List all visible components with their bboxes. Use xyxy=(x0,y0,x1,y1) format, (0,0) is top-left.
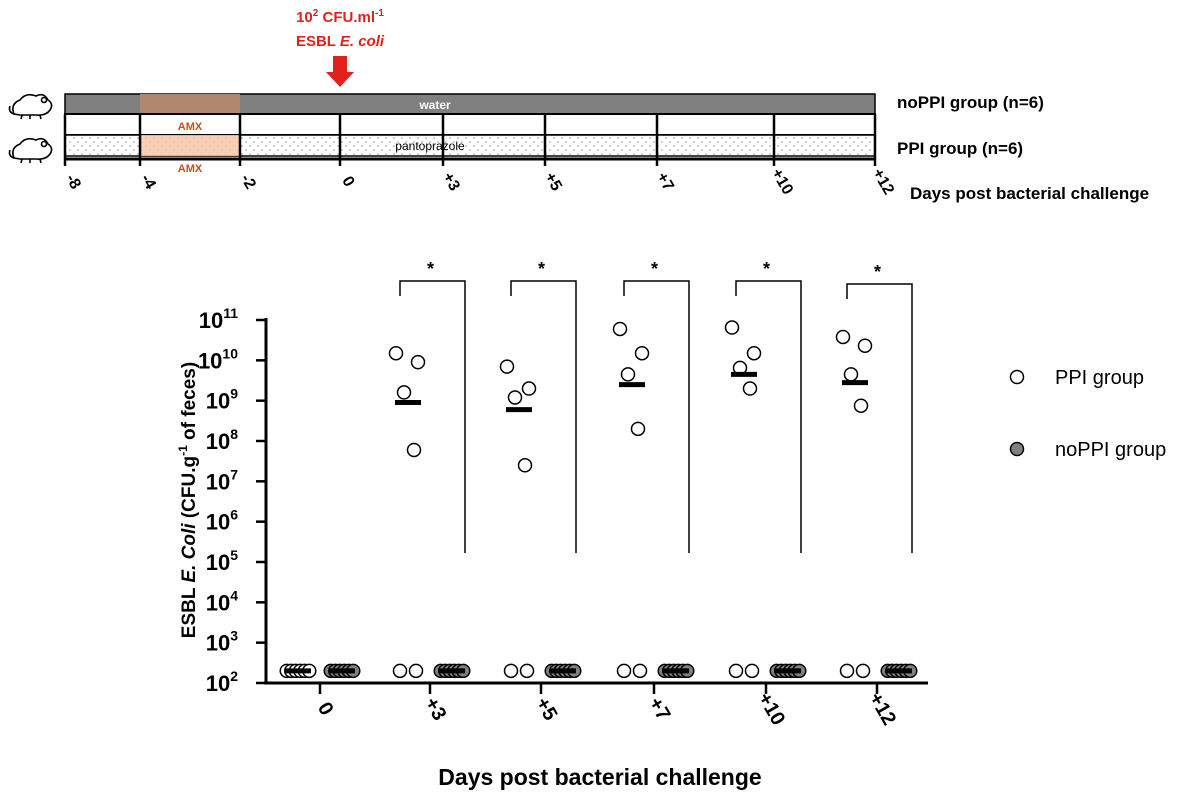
data-point xyxy=(632,663,648,679)
data-point xyxy=(519,663,535,679)
y-tick-label: 108 xyxy=(206,426,238,454)
x-tick-label: +10 xyxy=(753,689,789,729)
data-point xyxy=(742,381,758,396)
data-point xyxy=(612,321,628,337)
data-point xyxy=(835,329,851,345)
water-label: water xyxy=(418,98,451,112)
data-point xyxy=(408,663,424,679)
data-point xyxy=(499,359,515,374)
data-point xyxy=(634,345,650,361)
data-point xyxy=(620,367,636,382)
data-point xyxy=(728,663,744,679)
data-points xyxy=(279,320,918,679)
significance-brackets: * * * * * xyxy=(399,259,913,553)
timeline-tick-label: +3 xyxy=(439,170,463,194)
y-tick-label: 107 xyxy=(206,466,238,494)
x-axis-title: Days post bacterial challenge xyxy=(438,764,761,790)
timeline-tick-label: +12 xyxy=(869,166,897,198)
significance-star: * xyxy=(874,262,881,282)
x-ticks: 0 +3 +5 +7 +10 +12 xyxy=(313,683,900,729)
data-point xyxy=(855,663,871,679)
mouse-icon xyxy=(8,93,53,120)
challenge-strain-label: ESBL E. coli xyxy=(296,33,385,50)
timeline-axis-title: Days post bacterial challenge xyxy=(910,184,1149,203)
significance-star: * xyxy=(763,259,770,279)
significance-bracket xyxy=(399,280,466,553)
timeline-tick-label: +10 xyxy=(768,166,796,198)
data-point xyxy=(746,345,762,361)
y-tick-label: 106 xyxy=(206,507,238,535)
y-tick-label: 105 xyxy=(206,547,238,575)
data-point xyxy=(392,663,408,679)
timeline-tick-label: +5 xyxy=(541,170,565,194)
significance-star: * xyxy=(427,259,434,279)
significance-bracket xyxy=(510,280,577,553)
legend: PPI group noPPI group xyxy=(1009,367,1166,461)
data-point xyxy=(616,663,632,679)
noppi-group-label: noPPI group (n=6) xyxy=(897,93,1044,112)
data-point xyxy=(843,367,859,382)
significance-bracket xyxy=(735,280,802,553)
x-tick-label: 0 xyxy=(313,699,338,720)
significance-bracket xyxy=(846,283,913,553)
data-point xyxy=(507,390,523,405)
data-point xyxy=(388,345,404,361)
data-point xyxy=(857,338,873,353)
data-point xyxy=(744,663,760,679)
y-tick-label: 102 xyxy=(206,668,238,696)
x-tick-label: +5 xyxy=(531,694,561,725)
legend-noppi-label: noPPI group xyxy=(1055,439,1166,461)
data-point xyxy=(724,320,740,335)
amx-label-bottom: AMX xyxy=(178,163,203,175)
mouse-icon xyxy=(8,137,53,164)
significance-star: * xyxy=(538,259,545,279)
timeline-tick-label: +7 xyxy=(653,170,677,194)
y-tick-label: 104 xyxy=(206,587,238,615)
data-point xyxy=(839,663,855,679)
significance-star: * xyxy=(651,259,658,279)
legend-ppi-label: PPI group xyxy=(1055,367,1144,389)
amx-block-top xyxy=(140,94,240,114)
y-tick-label: 1010 xyxy=(198,345,238,373)
chart: 102 103 104 105 106 107 108 109 1010 1011 0 +3 +5 +7… xyxy=(176,259,928,790)
data-point xyxy=(396,385,412,400)
data-point xyxy=(517,458,533,473)
pantoprazole-label: pantoprazole xyxy=(395,139,465,153)
data-point xyxy=(630,421,646,437)
timeline-tick-label: -4 xyxy=(137,171,159,192)
timeline-tick-label: 0 xyxy=(338,174,357,190)
legend-noppi-marker xyxy=(1009,441,1025,457)
data-point xyxy=(853,398,869,413)
x-tick-label: +12 xyxy=(864,689,900,729)
ppi-group-label: PPI group (n=6) xyxy=(897,139,1023,158)
amx-block-bottom xyxy=(140,135,240,156)
data-point xyxy=(503,663,519,679)
x-tick-label: +3 xyxy=(420,694,450,725)
y-ticks: 102 103 104 105 106 107 108 109 1010 1011 xyxy=(198,305,266,696)
legend-ppi-marker xyxy=(1009,369,1025,385)
y-tick-label: 103 xyxy=(206,628,238,656)
y-tick-label: 1011 xyxy=(199,305,238,333)
amx-label-top: AMX xyxy=(178,121,203,133)
data-point xyxy=(406,442,422,458)
challenge-arrow-icon xyxy=(326,56,354,87)
data-point xyxy=(410,354,426,370)
y-tick-label: 109 xyxy=(206,386,238,414)
data-point xyxy=(521,381,537,396)
x-tick-label: +7 xyxy=(644,694,674,725)
significance-bracket xyxy=(623,280,690,553)
challenge-dose-label: 102 CFU.ml-1 xyxy=(296,8,384,26)
timeline-tick-label: -8 xyxy=(62,171,84,192)
y-axis-title: ESBL E. Coli (CFU.g-1 of feces) xyxy=(176,362,200,638)
timeline: 102 CFU.ml-1 ESBL E. coli water AMX pant… xyxy=(8,8,1149,203)
timeline-tick-label: -2 xyxy=(237,171,259,192)
